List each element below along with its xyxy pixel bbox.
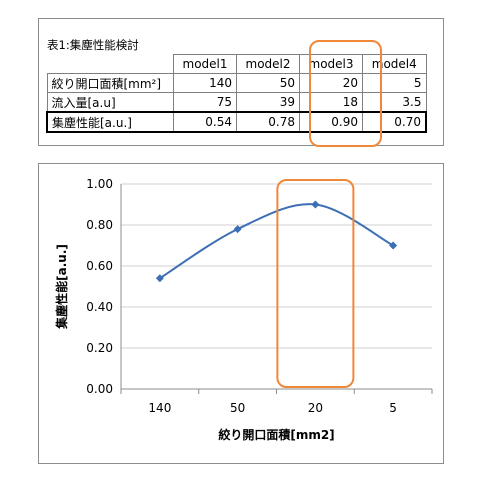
table-cell: 0.54 xyxy=(173,111,237,133)
y-tick-label: 0.20 xyxy=(86,341,113,355)
y-tick-label: 0.40 xyxy=(86,300,113,314)
y-tick-label: 0.00 xyxy=(86,382,113,396)
table-cell: 5 xyxy=(362,73,427,93)
x-tick-label: 50 xyxy=(230,401,245,415)
table-cell: 0.70 xyxy=(362,111,427,133)
table-highlight-box xyxy=(309,40,382,147)
data-point-marker xyxy=(155,274,164,283)
table-cell: 20 xyxy=(299,73,363,93)
table-cell: 39 xyxy=(236,92,300,113)
y-axis-label: 集塵性能[a.u.] xyxy=(54,244,69,330)
table-row-aperture-area: 絞り開口面積[mm²] 140 50 20 5 xyxy=(46,73,427,93)
table-corner xyxy=(47,55,174,74)
header-model2: model2 xyxy=(236,54,300,74)
table-cell: 75 xyxy=(173,92,237,113)
row-label-dust-performance: 集塵性能[a.u.] xyxy=(46,111,174,133)
header-model1: model1 xyxy=(173,54,237,74)
x-tick-label: 140 xyxy=(148,401,171,415)
table-cell: 0.78 xyxy=(236,111,300,133)
data-point-marker xyxy=(233,225,242,234)
x-axis-label: 絞り開口面積[mm2] xyxy=(218,427,334,442)
data-point-marker xyxy=(389,241,398,250)
table-cell: 140 xyxy=(173,73,237,93)
data-table: model1 model2 model3 model4 絞り開口面積[mm²] … xyxy=(46,54,427,133)
table-row-dust-performance: 集塵性能[a.u.] 0.54 0.78 0.90 0.70 xyxy=(46,111,427,133)
x-tick-label: 5 xyxy=(389,401,397,415)
y-tick-label: 0.80 xyxy=(86,218,113,232)
table-header-row: model1 model2 model3 model4 xyxy=(47,54,427,74)
line-chart: 0.00 0.20 0.40 0.60 0.80 1.00 140 50 20 5 絞り開口面積[m… xyxy=(54,177,433,442)
data-point-marker xyxy=(311,200,320,209)
table-cell: 50 xyxy=(236,73,300,93)
table-cell: 0.90 xyxy=(299,111,363,133)
table-title: 表1:集塵性能検討 xyxy=(47,38,139,52)
y-tick-label: 1.00 xyxy=(86,177,113,191)
row-label-inflow: 流入量[a.u] xyxy=(46,92,174,113)
row-label-aperture-area: 絞り開口面積[mm²] xyxy=(46,73,174,93)
x-tick-label: 20 xyxy=(308,401,323,415)
data-table-panel: 表1:集塵性能検討 model1 model2 model3 model4 絞り… xyxy=(38,18,444,147)
chart-highlight-box xyxy=(276,179,355,388)
y-tick-label: 0.60 xyxy=(86,259,113,273)
chart-panel: 0.00 0.20 0.40 0.60 0.80 1.00 140 50 20 5 絞り開口面積[m… xyxy=(38,163,444,464)
